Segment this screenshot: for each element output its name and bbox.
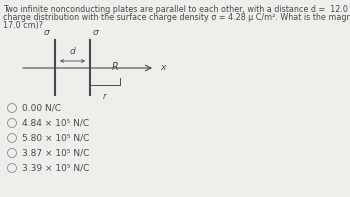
Text: $\sigma$: $\sigma$ bbox=[92, 28, 100, 37]
Text: 3.39 × 10⁵ N/C: 3.39 × 10⁵ N/C bbox=[22, 164, 89, 173]
Text: 5.80 × 10⁵ N/C: 5.80 × 10⁵ N/C bbox=[22, 134, 89, 142]
Text: charge distribution with the surface charge density σ = 4.28 μ C/m². What is the: charge distribution with the surface cha… bbox=[3, 13, 350, 22]
Text: $\sigma$: $\sigma$ bbox=[43, 28, 51, 37]
Text: $x$: $x$ bbox=[160, 63, 168, 72]
Text: $R$: $R$ bbox=[111, 60, 119, 72]
Text: Two infinite nonconducting plates are parallel to each other, with a distance d : Two infinite nonconducting plates are pa… bbox=[3, 5, 350, 14]
Text: $d$: $d$ bbox=[69, 45, 76, 56]
Text: 0.00 N/C: 0.00 N/C bbox=[22, 103, 61, 112]
Text: $r$: $r$ bbox=[102, 91, 108, 101]
Text: 17.0 cm)?: 17.0 cm)? bbox=[3, 21, 43, 30]
Text: 3.87 × 10⁵ N/C: 3.87 × 10⁵ N/C bbox=[22, 149, 89, 157]
Text: 4.84 × 10⁵ N/C: 4.84 × 10⁵ N/C bbox=[22, 119, 89, 127]
